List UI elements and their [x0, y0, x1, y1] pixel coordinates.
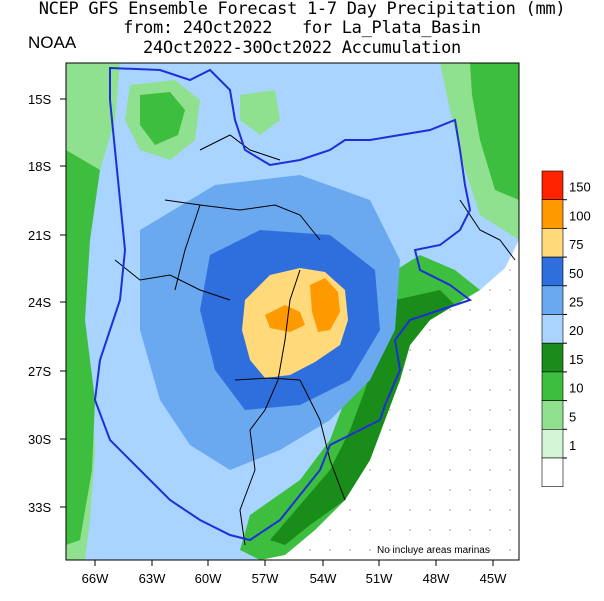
lat-tick-label: 15S [28, 92, 51, 107]
precip-zone-10-west [66, 150, 100, 545]
lat-tick-label: 24S [28, 295, 51, 310]
title-line-1: NCEP GFS Ensemble Forecast 1-7 Day Preci… [38, 0, 566, 19]
lat-tick-label: 21S [28, 228, 51, 243]
legend-label: 1 [569, 438, 576, 453]
legend-swatch [541, 256, 564, 287]
agency-label: NOAA [28, 33, 77, 52]
lon-tick-label: 51W [366, 571, 393, 586]
legend-swatch [541, 428, 564, 459]
precip-fields [66, 63, 519, 560]
legend-label: 100 [569, 208, 591, 223]
lon-tick-label: 54W [310, 571, 337, 586]
title-line-3: 24Oct2022-30Oct2022 Accumulation [143, 38, 461, 58]
legend-swatch [541, 170, 564, 201]
country-borders [114, 134, 516, 546]
legend-swatch [541, 400, 564, 430]
basin-outline [93, 66, 473, 542]
lon-tick-label: 45W [480, 571, 507, 586]
precip-zone-100-a [265, 305, 305, 332]
legend: 150 100 75 50 25 20 15 10 5 1 [541, 170, 591, 488]
legend-swatch [541, 457, 564, 488]
lon-tick-label: 60W [195, 571, 222, 586]
precip-zone-10-northeast [470, 63, 519, 200]
precip-zone-10-north [140, 92, 185, 145]
legend-label: 75 [569, 237, 583, 252]
title-line-2: from: 24Oct2022 for La_Plata_Basin [123, 18, 481, 38]
lon-tick-label: 63W [139, 571, 166, 586]
map-frame [65, 62, 520, 561]
legend-label: 150 [569, 180, 591, 195]
lon-tick-label: 66W [82, 571, 109, 586]
lat-tick-label: 18S [28, 159, 51, 174]
legend-swatch [541, 342, 564, 373]
legend-swatch [541, 285, 564, 315]
legend-swatch [541, 371, 564, 401]
lat-tick-label: 30S [28, 432, 51, 447]
legend-label: 25 [569, 295, 583, 310]
legend-label: 20 [569, 323, 583, 338]
lon-tick-label: 57W [252, 571, 279, 586]
lat-axis: 15S 18S 21S 24S 27S 30S 33S [28, 92, 66, 515]
precip-zone-15-southeast [270, 290, 455, 545]
legend-swatch [541, 228, 564, 258]
lon-tick-label: 48W [423, 571, 450, 586]
precip-zone-100-b [310, 278, 340, 332]
lat-tick-label: 27S [28, 364, 51, 379]
lat-tick-label: 33S [28, 500, 51, 515]
lon-axis: 66W 63W 60W 57W 54W 51W 48W 45W [82, 560, 507, 586]
legend-swatch [541, 199, 564, 229]
legend-label: 10 [569, 381, 583, 396]
marine-note: No incluye areas marinas [377, 545, 490, 556]
precip-zone-5-northcentral [240, 90, 280, 135]
legend-swatch [541, 314, 564, 344]
legend-label: 50 [569, 266, 583, 281]
legend-label: 5 [569, 409, 576, 424]
legend-label: 15 [569, 352, 583, 367]
